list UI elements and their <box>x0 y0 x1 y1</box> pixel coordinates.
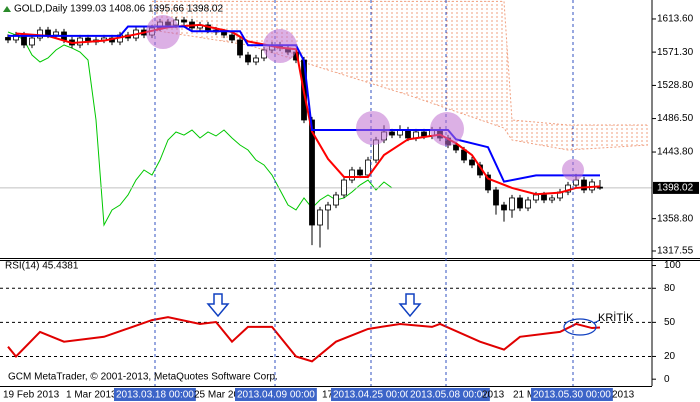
symbol-icon <box>3 6 11 12</box>
y-tick-label: 80 <box>664 283 676 294</box>
x-tick-label: 2013.04.09 00:00 <box>237 390 315 401</box>
y-tick-label: 1317.55 <box>657 246 694 257</box>
candle-body <box>453 144 459 151</box>
candle-body <box>309 119 315 226</box>
annotation-pointer <box>593 319 601 324</box>
arrows <box>206 293 422 318</box>
candle-body <box>581 179 587 191</box>
x-tick-label: 17 <box>322 390 334 401</box>
y-tick-label: 1486.50 <box>657 113 694 124</box>
y-tick-label: 20 <box>664 351 676 362</box>
candle-body <box>533 194 539 201</box>
x-tick-label: 2013 <box>612 390 635 401</box>
candle-body <box>517 197 523 209</box>
candle-body <box>45 29 51 36</box>
candle-body <box>501 204 507 211</box>
y-tick-label: 0 <box>664 374 670 385</box>
candle-body <box>469 159 475 166</box>
highlight-circle <box>263 29 297 63</box>
candle-body <box>221 31 227 36</box>
candle-body <box>29 37 35 46</box>
x-tick-label: 21 M <box>513 390 535 401</box>
x-label-box <box>331 388 413 401</box>
candle-body <box>237 39 243 56</box>
x-label-box <box>235 388 317 401</box>
candle-body <box>541 194 547 201</box>
candle-body <box>365 159 371 176</box>
candle-body <box>253 57 259 63</box>
annotation-ellipse <box>563 318 597 336</box>
candle-body <box>181 19 187 23</box>
x-tick-label: 2013.05.30 00:00 <box>533 390 611 401</box>
y-tick-label: 1613.60 <box>657 14 694 25</box>
x-tick-label: 2013.04.25 00:00 <box>333 390 411 401</box>
candle-body <box>245 54 251 63</box>
rsi-line <box>7 316 601 363</box>
x-tick-label: 2013.03.18 00:00 <box>116 390 194 401</box>
y-tick-label: 100 <box>664 260 681 271</box>
candle-body <box>317 209 323 226</box>
candle-body <box>405 129 411 139</box>
candle-body <box>5 37 11 41</box>
y-tick-label: 50 <box>664 317 676 328</box>
candle-body <box>493 189 499 206</box>
candle-body <box>509 197 515 211</box>
x-tick-label: 2013.05.08 00:00 <box>410 390 488 401</box>
highlight-circle <box>430 112 464 146</box>
y-tick-label: 1571.30 <box>657 47 694 58</box>
cloud-span <box>151 29 649 151</box>
candle-body <box>357 169 363 176</box>
candle-body <box>333 194 339 206</box>
candle-body <box>421 131 427 137</box>
x-tick-label: 19 Feb 2013 <box>3 390 60 401</box>
candle-body <box>37 29 43 39</box>
candle-body <box>53 31 59 36</box>
x-tick-label: 1 Mar 2013 <box>66 390 117 401</box>
y-tick-label: 1443.80 <box>657 147 694 158</box>
x-tick-label: 25 Mar 20 <box>194 390 239 401</box>
candle-body <box>229 34 235 41</box>
candle-body <box>349 169 355 181</box>
x-label-box <box>114 388 196 401</box>
chart-title: GOLD,Daily 1399.03 1408.06 1395.66 1398.… <box>14 4 223 15</box>
candle-body <box>525 199 531 209</box>
x-label-box <box>408 388 490 401</box>
candle-body <box>389 131 395 136</box>
candle-body <box>485 174 491 191</box>
highlight-circle <box>356 111 390 145</box>
cloud-span <box>152 0 648 126</box>
down-arrow <box>206 293 230 318</box>
y-tick-label: 1358.80 <box>657 213 694 224</box>
last-price-box <box>653 181 699 194</box>
x-tick-label: 2013 <box>482 390 505 401</box>
watermark: GCM MetaTrader, © 2001-2013, MetaQuotes … <box>8 372 278 383</box>
highlight-circle <box>562 159 584 181</box>
down-arrow <box>398 293 422 318</box>
candle-body <box>549 197 555 201</box>
period-separators <box>154 0 574 386</box>
x-label-box <box>531 388 613 401</box>
annotation: KRİTİK <box>598 311 634 324</box>
highlights <box>146 15 584 181</box>
y-tick-label: 1528.80 <box>657 80 694 91</box>
candle-body <box>341 179 347 196</box>
last-price-label: 1398.02 <box>657 183 694 194</box>
candle-body <box>325 204 331 211</box>
rsi-title: RSI(14) 45.4381 <box>5 261 79 272</box>
highlight-circle <box>146 15 180 49</box>
